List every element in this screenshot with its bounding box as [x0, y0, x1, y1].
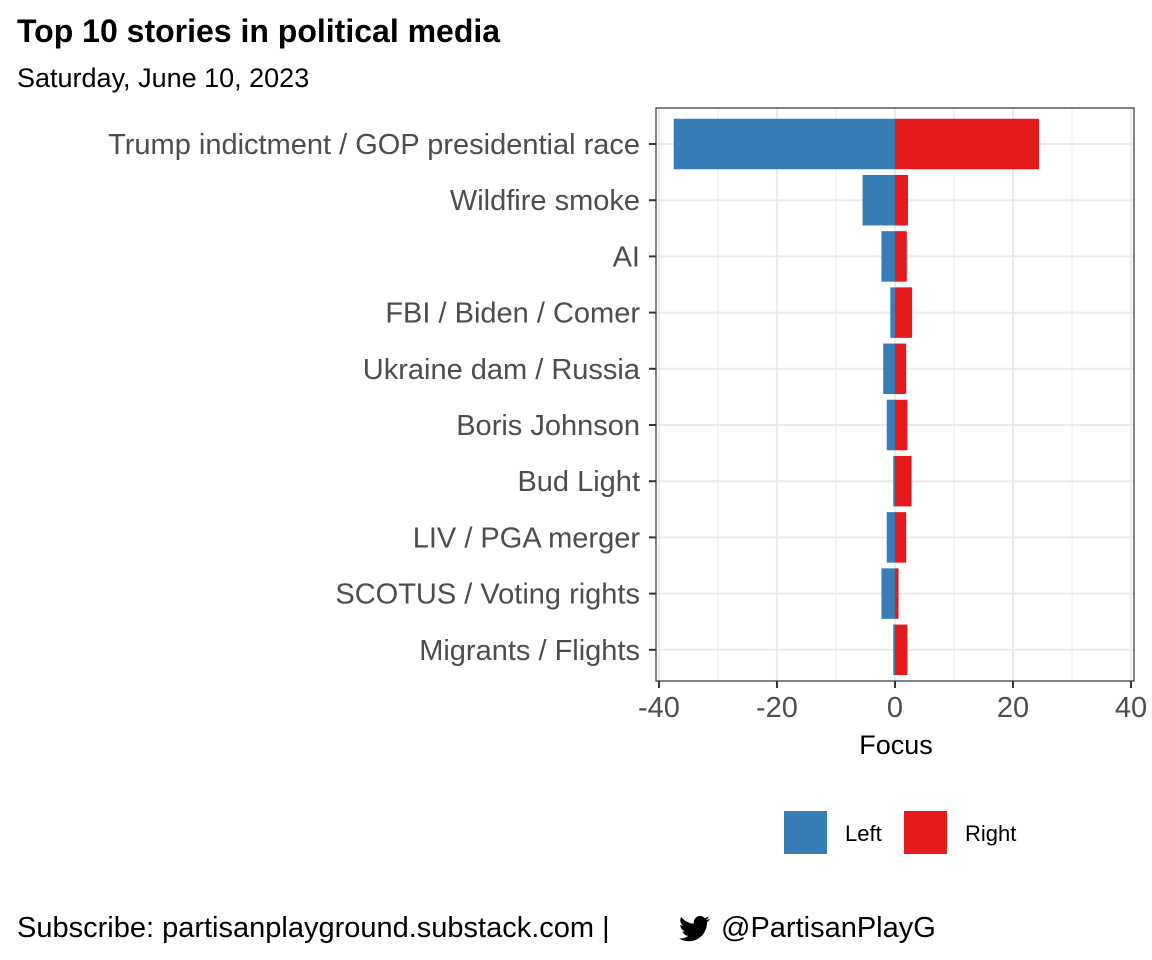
- footer-handle-text: @PartisanPlayG: [721, 912, 936, 944]
- bar-right: [895, 399, 908, 451]
- bar-left: [893, 455, 895, 507]
- footer-subscribe-text: Subscribe: partisanplayground.substack.c…: [17, 912, 618, 944]
- y-tick-label: AI: [613, 241, 640, 273]
- x-tick-label: 0: [887, 692, 903, 724]
- x-tick-label: -40: [638, 692, 680, 724]
- bar-left: [886, 512, 895, 563]
- bar-right: [895, 343, 907, 395]
- y-tick-label: Wildfire smoke: [450, 185, 640, 217]
- plot-area: Trump indictment / GOP presidential race…: [108, 107, 1147, 724]
- bar-right: [895, 568, 899, 619]
- bar-left: [886, 399, 895, 451]
- bar-left: [890, 287, 895, 338]
- bar-left: [862, 174, 895, 226]
- bar-right: [895, 231, 907, 282]
- x-tick-label: 20: [997, 692, 1029, 724]
- x-axis-label: Focus: [859, 730, 933, 760]
- bar-left: [881, 568, 895, 619]
- y-tick-label: LIV / PGA merger: [413, 522, 641, 554]
- bar-right: [895, 455, 912, 507]
- x-tick-label: 40: [1115, 692, 1147, 724]
- footer: Subscribe: partisanplayground.substack.c…: [17, 912, 936, 944]
- bar-left: [893, 624, 895, 676]
- chart-title: Top 10 stories in political media: [17, 13, 500, 49]
- y-tick-label: Ukraine dam / Russia: [363, 354, 641, 386]
- y-tick-label: Boris Johnson: [456, 410, 640, 442]
- bar-right: [895, 512, 907, 563]
- twitter-bird-icon: [679, 915, 711, 942]
- bar-right: [895, 287, 913, 338]
- x-tick-label: -20: [756, 692, 798, 724]
- legend-swatch-left: [784, 811, 827, 854]
- bar-left: [881, 231, 895, 282]
- legend-label-right: Right: [965, 821, 1016, 846]
- chart-subtitle: Saturday, June 10, 2023: [17, 63, 309, 93]
- bar-right: [895, 118, 1039, 170]
- y-tick-label: SCOTUS / Voting rights: [335, 579, 640, 611]
- legend-swatch-right: [904, 811, 947, 854]
- legend-label-left: Left: [845, 821, 882, 846]
- bar-right: [895, 174, 908, 226]
- y-tick-label: Trump indictment / GOP presidential race: [108, 129, 640, 161]
- bar-left: [673, 118, 895, 170]
- y-tick-label: FBI / Biden / Comer: [385, 298, 640, 330]
- bar-right: [895, 624, 908, 676]
- y-tick-label: Migrants / Flights: [419, 635, 640, 667]
- y-tick-label: Bud Light: [517, 466, 640, 498]
- legend: Left Right: [784, 811, 1016, 854]
- bar-left: [883, 343, 895, 395]
